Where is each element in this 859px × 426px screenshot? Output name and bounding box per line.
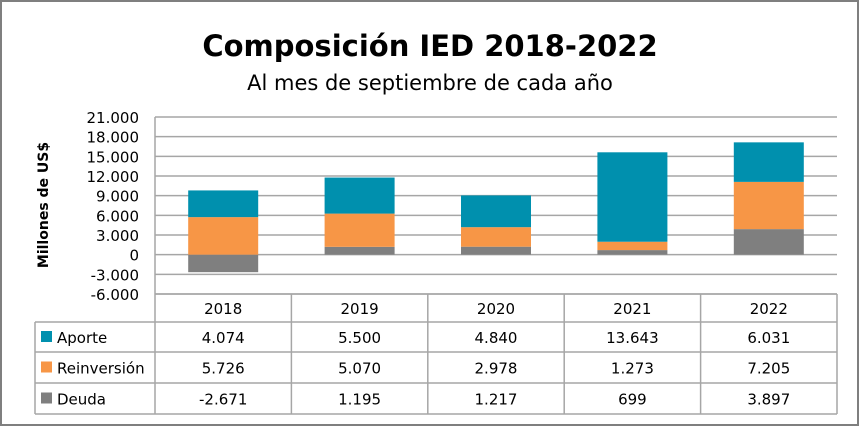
chart-subtitle: Al mes de septiembre de cada año [247,71,613,95]
bar-reinversion-2022 [733,181,804,230]
bar-reinversion-2019 [324,213,395,247]
x-category-label: 2020 [477,300,515,318]
bar-deuda-2019 [324,246,395,255]
y-tick-label: -3.000 [91,266,139,284]
y-tick-label: 15.000 [87,148,140,166]
bar-aporte-2022 [733,142,804,182]
y-tick-label: 3.000 [96,227,139,245]
y-tick-label: 9.000 [96,188,139,206]
table-cell-value: 7.205 [747,360,790,378]
x-category-label: 2021 [613,300,651,318]
x-category-label: 2022 [750,300,788,318]
bar-deuda-2018 [188,254,259,273]
table-cell-value: 1.195 [338,391,381,409]
y-tick-label: 12.000 [87,168,140,186]
legend-key-2 [41,392,52,404]
bar-aporte-2019 [324,177,395,214]
bar-reinversion-2018 [188,217,259,255]
y-tick-label: 0 [129,247,139,265]
legend-key-1 [41,361,52,373]
table-cell-value: 1.273 [611,360,654,378]
bar-reinversion-2020 [461,227,531,247]
bar-aporte-2018 [188,190,259,218]
y-tick-label: -6.000 [91,286,139,304]
table-cell-value: 13.643 [606,329,659,347]
bar-aporte-2021 [597,152,668,242]
chart-title: Composición IED 2018-2022 [202,29,657,63]
table-cell-value: -2.671 [199,391,247,409]
y-axis-label: Millones de US$ [36,142,52,268]
table-cell-value: 699 [618,391,647,409]
x-category-label: 2019 [341,300,379,318]
table-cell-value: 1.217 [475,391,518,409]
y-tick-label: 18.000 [87,129,140,147]
bar-deuda-2021 [597,250,668,255]
table-cell-value: 5.500 [338,329,381,347]
table-cell-value: 4.074 [202,329,245,347]
bar-aporte-2020 [461,195,531,228]
bar-deuda-2022 [733,229,804,255]
legend-key-0 [41,331,52,342]
legend-label: Aporte [57,329,107,347]
y-tick-label: 21.000 [87,109,140,127]
table-cell-value: 5.070 [338,360,381,378]
table-cell-value: 2.978 [475,360,518,378]
bar-reinversion-2021 [597,241,668,251]
legend-label: Reinversión [57,360,145,378]
table-cell-value: 4.840 [475,329,518,347]
legend-label: Deuda [57,391,106,409]
table-cell-value: 6.031 [747,329,790,347]
x-category-label: 2018 [204,300,242,318]
table-cell-value: 3.897 [747,391,790,409]
y-tick-label: 6.000 [96,207,139,225]
bar-deuda-2020 [461,246,531,255]
table-cell-value: 5.726 [202,360,245,378]
